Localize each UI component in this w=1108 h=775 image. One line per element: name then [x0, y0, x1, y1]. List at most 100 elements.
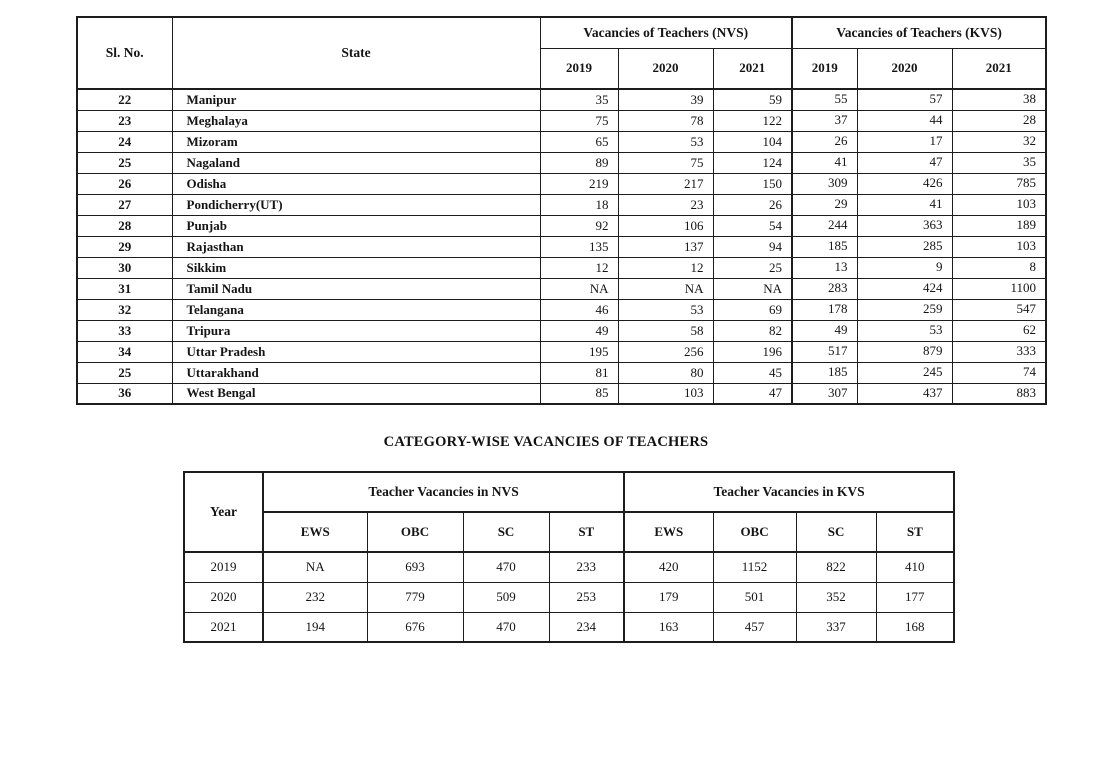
nvs-2021-cell: 45	[712, 361, 793, 384]
kvs-obc-cell: 1152	[712, 551, 797, 583]
kvs-2019-cell: 13	[791, 256, 858, 279]
table-row: 26 Odisha 219 217 150 309 426 785	[76, 172, 1047, 195]
kvs-2021-cell: 103	[951, 193, 1047, 216]
kvs-2019-cell: 517	[791, 340, 858, 363]
state-name-cell: Tamil Nadu	[171, 277, 541, 300]
sl-no-cell: 32	[76, 298, 173, 321]
kvs-ews-cell: 179	[623, 581, 714, 613]
nvs-obc-cell: 779	[366, 581, 464, 613]
kvs-st-cell: 177	[875, 581, 955, 613]
kvs-2021-cell: 1100	[951, 277, 1047, 300]
nvs-2021-cell: NA	[712, 277, 793, 300]
nvs-2020-cell: 53	[617, 298, 714, 321]
kvs-sc-cell: 352	[795, 581, 877, 613]
sl-no-cell: 36	[76, 382, 173, 405]
kvs-2019-cell: 185	[791, 235, 858, 258]
kvs-2021-cell: 38	[951, 88, 1047, 111]
sl-no-cell: 30	[76, 256, 173, 279]
kvs-2020-cell: 437	[856, 382, 953, 405]
category-table-title: CATEGORY-WISE VACANCIES OF TEACHERS	[383, 434, 709, 450]
sl-no-cell: 24	[76, 130, 173, 153]
nvs-2020-cell: 256	[617, 340, 714, 363]
kvs-2021-cell: 189	[951, 214, 1047, 237]
nvs-2020-cell: 103	[617, 382, 714, 405]
table-row: 25 Uttarakhand 81 80 45 185 245 74	[76, 361, 1047, 384]
kvs-sc-header: SC	[795, 511, 877, 553]
kvs-2019-cell: 283	[791, 277, 858, 300]
nvs-st-cell: 233	[548, 551, 625, 583]
kvs-2020-cell: 44	[856, 109, 953, 132]
nvs-2019-cell: 135	[539, 235, 619, 258]
kvs-2020-cell: 285	[856, 235, 953, 258]
nvs-st-cell: 234	[548, 611, 625, 643]
nvs-2019-cell: 12	[539, 256, 619, 279]
nvs-2019-cell: 49	[539, 319, 619, 342]
nvs-2021-cell: 59	[712, 88, 793, 111]
nvs-ews-cell: 232	[262, 581, 368, 613]
table1-years-header-row: 2019 2020 2021 2019 2020 2021	[77, 47, 1047, 90]
kvs-2020-cell: 424	[856, 277, 953, 300]
kvs-2019-cell: 307	[791, 382, 858, 405]
nvs-2019-cell: 46	[539, 298, 619, 321]
kvs-sc-cell: 822	[795, 551, 877, 583]
table2-body: 2019 NA 693 470 233 420 1152 822 410 202…	[183, 551, 955, 643]
kvs-2019-cell: 178	[791, 298, 858, 321]
kvs-year-header: 2020	[856, 47, 953, 90]
kvs-2019-cell: 26	[791, 130, 858, 153]
kvs-2019-cell: 244	[791, 214, 858, 237]
nvs-year-header: 2020	[617, 47, 714, 90]
kvs-2021-cell: 35	[951, 151, 1047, 174]
kvs-2021-cell: 883	[951, 382, 1047, 405]
kvs-2020-cell: 17	[856, 130, 953, 153]
kvs-2020-cell: 879	[856, 340, 953, 363]
kvs-2021-cell: 785	[951, 172, 1047, 195]
nvs-obc-header: OBC	[366, 511, 464, 553]
kvs-2021-cell: 28	[951, 109, 1047, 132]
state-name-cell: Telangana	[171, 298, 541, 321]
state-name-cell: Manipur	[171, 88, 541, 111]
kvs-2019-cell: 37	[791, 109, 858, 132]
kvs-2020-cell: 426	[856, 172, 953, 195]
nvs-2020-cell: NA	[617, 277, 714, 300]
kvs-obc-cell: 501	[712, 581, 797, 613]
nvs-2021-cell: 122	[712, 109, 793, 132]
kvs-ews-cell: 163	[623, 611, 714, 643]
table-row: 28 Punjab 92 106 54 244 363 189	[76, 214, 1047, 237]
table2-category-header-row: EWS OBC SC ST EWS OBC SC ST	[184, 511, 955, 553]
kvs-2019-cell: 309	[791, 172, 858, 195]
kvs-st-cell: 168	[875, 611, 955, 643]
kvs-2021-cell: 333	[951, 340, 1047, 363]
sl-no-cell: 27	[76, 193, 173, 216]
table1-header: Sl. No. State Vacancies of Teachers (NVS…	[76, 16, 1047, 90]
kvs-st-header: ST	[875, 511, 955, 553]
nvs-ews-cell: 194	[262, 611, 368, 643]
table-row: 31 Tamil Nadu NA NA NA 283 424 1100	[76, 277, 1047, 300]
nvs-ews-header: EWS	[262, 511, 368, 553]
kvs-ews-header: EWS	[623, 511, 714, 553]
table2-group-header-row: Year Teacher Vacancies in NVS Teacher Va…	[183, 471, 955, 553]
nvs-2019-cell: 18	[539, 193, 619, 216]
kvs-2021-cell: 62	[951, 319, 1047, 342]
year-cell: 2021	[183, 611, 264, 643]
nvs-2020-cell: 12	[617, 256, 714, 279]
state-name-cell: West Bengal	[171, 382, 541, 405]
nvs-sc-header: SC	[462, 511, 550, 553]
kvs-2021-cell: 103	[951, 235, 1047, 258]
nvs-2021-cell: 150	[712, 172, 793, 195]
nvs-2021-cell: 69	[712, 298, 793, 321]
nvs-2019-cell: 35	[539, 88, 619, 111]
state-name-cell: Uttar Pradesh	[171, 340, 541, 363]
state-name-cell: Pondicherry(UT)	[171, 193, 541, 216]
nvs-2021-cell: 82	[712, 319, 793, 342]
nvs-2021-cell: 94	[712, 235, 793, 258]
state-name-cell: Meghalaya	[171, 109, 541, 132]
table1-group-header-row: Sl. No. State Vacancies of Teachers (NVS…	[76, 16, 1047, 90]
state-name-cell: Odisha	[171, 172, 541, 195]
table-row: 24 Mizoram 65 53 104 26 17 32	[76, 130, 1047, 153]
table-row: 2021 194 676 470 234 163 457 337 168	[183, 611, 955, 643]
sl-no-cell: 31	[76, 277, 173, 300]
nvs-sc-cell: 470	[462, 551, 550, 583]
kvs-2020-cell: 363	[856, 214, 953, 237]
sl-no-cell: 29	[76, 235, 173, 258]
table-row: 36 West Bengal 85 103 47 307 437 883	[76, 382, 1047, 405]
